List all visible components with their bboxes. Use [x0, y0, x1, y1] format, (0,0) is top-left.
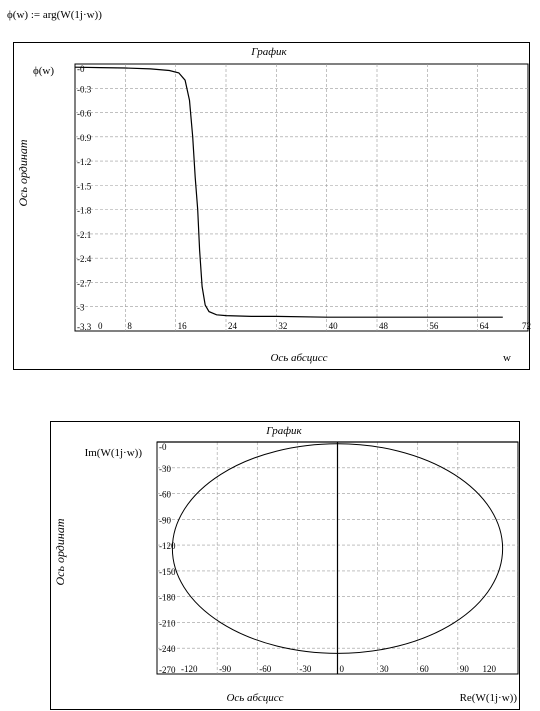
y-tick-label: -270	[159, 665, 176, 675]
x-tick-label: 48	[379, 321, 389, 331]
y-tick-label: -2.4	[77, 254, 92, 264]
phase-chart: График -0 -0.3 -0.6 -0.9 -1.2 -1.5 -1.8 -2.1 -2.4…	[16, 46, 531, 364]
x-tick-label: 32	[278, 321, 287, 331]
y-tick-label: -0.6	[77, 109, 92, 119]
y-expression: ϕ(w)	[33, 65, 54, 77]
y-axis-title: Ось ординат	[53, 518, 67, 585]
x-tick-label: 0	[98, 321, 103, 331]
nyquist-curve	[171, 443, 504, 654]
x-tick-label: -30	[299, 664, 311, 674]
y-tick-label: -90	[159, 515, 171, 525]
formula: ϕ(w) := arg(W(1j·w))	[7, 9, 102, 21]
y-tick-label: -2.7	[77, 278, 92, 288]
y-tick-label: -2.1	[77, 230, 91, 240]
x-tick-label: 0	[340, 664, 345, 674]
y-tick-label: -210	[159, 618, 176, 628]
y-tick-label: -120	[159, 541, 176, 551]
x-tick-label: -90	[219, 664, 231, 674]
x-expression: w	[503, 352, 511, 364]
x-tick-label: -60	[259, 664, 271, 674]
y-tick-label: -1.8	[77, 206, 92, 216]
plot-area	[74, 63, 529, 332]
x-tick-label: 24	[228, 321, 238, 331]
formula-rhs: arg(W(1j·w))	[42, 9, 102, 21]
y-expression: Im(W(1j·w))	[85, 447, 143, 459]
y-tick-label: -1.2	[77, 157, 91, 167]
x-axis-title: Ось абсцисс	[226, 692, 283, 704]
phase-curve	[74, 66, 503, 318]
y-tick-label: -60	[159, 490, 171, 500]
phase-chart-panel[interactable]: График -0 -0.3 -0.6 -0.9 -1.2 -1.5 -1.8 -2.1 -2.4…	[13, 42, 531, 370]
formula-assign: :=	[30, 9, 41, 21]
x-tick-label: -120	[181, 664, 198, 674]
y-tick-label: -0	[77, 64, 85, 74]
x-tick-label: 8	[127, 321, 132, 331]
y-tick-label: -240	[159, 644, 176, 654]
y-tick-label: -30	[159, 464, 171, 474]
x-tick-label: 60	[420, 664, 430, 674]
x-axis-title: Ось абсцисс	[270, 352, 327, 364]
x-tick-label: 120	[482, 664, 496, 674]
x-tick-label: 16	[178, 321, 188, 331]
chart-title: График	[250, 46, 287, 58]
y-tick-label: -180	[159, 593, 176, 603]
y-axis-title: Ось ординат	[16, 139, 30, 206]
y-tick-label: -3.3	[77, 322, 92, 332]
y-tick-label: -1.5	[77, 181, 92, 191]
x-tick-label: 40	[329, 321, 339, 331]
nyquist-chart: График -0 -30 -60 -90 -120 -150 -180 -210 -240 -27…	[53, 425, 519, 704]
x-tick-label: 72	[522, 321, 531, 331]
x-expression: Re(W(1j·w))	[460, 692, 518, 704]
y-tick-label: -3	[77, 303, 85, 313]
y-tick-label: -0.9	[77, 133, 92, 143]
y-tick-label: -0	[159, 442, 167, 452]
y-tick-label: -150	[159, 567, 176, 577]
x-tick-label: 64	[480, 321, 490, 331]
x-tick-label: 90	[460, 664, 470, 674]
nyquist-chart-panel[interactable]: График -0 -30 -60 -90 -120 -150 -180 -210 -240 -27…	[50, 421, 520, 710]
x-tick-label: 30	[380, 664, 390, 674]
y-tick-label: -0.3	[77, 84, 92, 94]
x-tick-label: 56	[429, 321, 439, 331]
formula-lhs: ϕ(w)	[7, 9, 29, 21]
chart-title: График	[265, 425, 302, 437]
